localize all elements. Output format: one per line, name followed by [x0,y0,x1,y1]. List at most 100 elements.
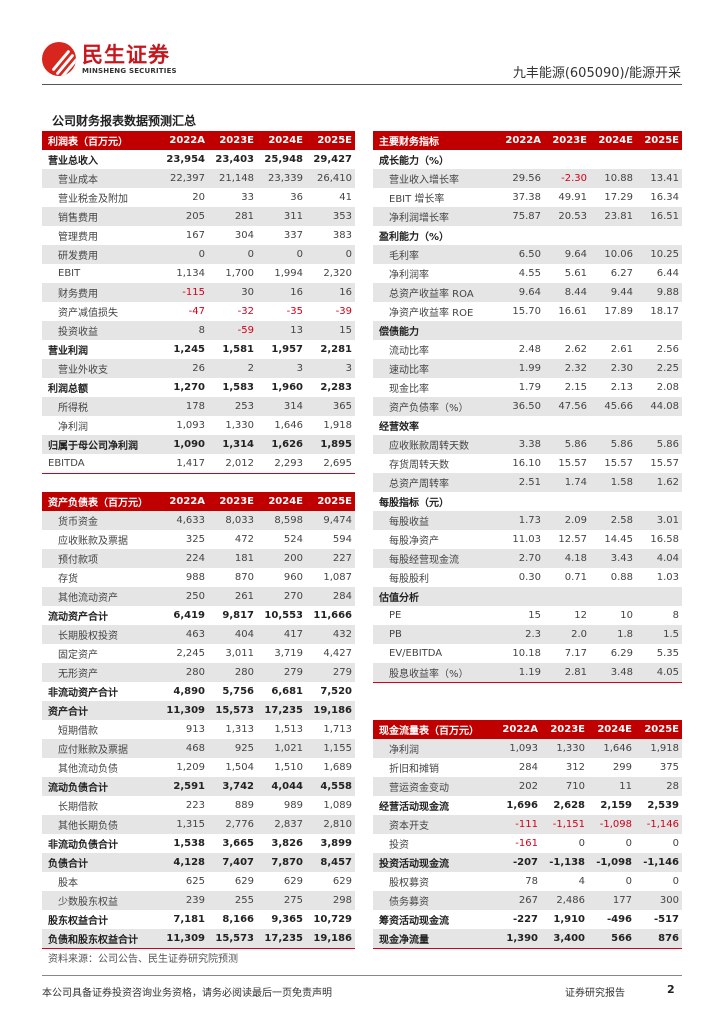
row-label: 每股经营现金流 [373,549,498,568]
row-label: 其他流动资产 [42,587,159,606]
section-row: 盈利能力（%） [373,226,682,245]
cell-value: 16.34 [650,192,679,203]
cell-value: 15 [306,321,355,340]
cell-value: 1,314 [208,435,257,454]
cell-value: 4.18 [544,549,590,568]
cell-value: 16.51 [636,207,682,226]
cell-value: 78 [525,876,538,887]
cell-value: 15.57 [558,458,587,469]
row-label: EBIT 增长率 [389,194,445,205]
table-row: EBITDA 1,417 2,012 2,293 2,695 [42,454,355,474]
cell-value: 298 [306,891,355,910]
logo-emblem-icon [42,42,76,76]
cell-value: 2.3 [498,625,544,644]
cell-value: 337 [283,230,303,241]
cell-value: 1,087 [323,572,352,583]
cell-value: 7,520 [320,686,352,697]
cell-value: 11,309 [159,701,208,720]
cell-value: 2 [208,359,257,378]
row-label: 营业收入增长率 [373,169,498,188]
row-label: 销售费用 [42,207,159,226]
table-row: 筹资活动现金流 -227 1,910 -496 -517 [373,910,682,929]
table-row: 流动比率 2.48 2.62 2.61 2.56 [373,340,682,359]
cell-value: 2.09 [544,511,590,530]
cell-value: 5,756 [222,686,254,697]
cell-value: 1,504 [225,762,254,773]
cell-value: 2.15 [564,382,587,393]
cell-value: 311 [257,207,306,226]
cell-value [636,416,682,435]
row-label: 非流动资产合计 [48,688,118,699]
table-row: 存货 988 870 960 1,087 [42,568,355,587]
cell-value: 2.70 [498,549,544,568]
cell-value: 21,148 [208,169,257,188]
cell-value: 5.61 [564,268,587,279]
cell-value: 1.8 [590,625,636,644]
cell-value: -227 [512,914,538,925]
table-row: 所得税 178 253 314 365 [42,397,355,416]
table-row: PE 15 12 10 8 [373,606,682,625]
cell-value: 36.50 [498,397,544,416]
cell-value: 10,553 [264,610,303,621]
cell-value [590,587,636,606]
cell-value: 20.53 [544,207,590,226]
cell-value: -39 [335,306,352,317]
cell-value: 270 [257,587,306,606]
table-row: 营运资金变动 202 710 11 28 [373,777,682,796]
table-row: 经营活动现金流 1,696 2,628 2,159 2,539 [373,796,682,815]
cell-value: 989 [283,800,303,811]
cell-value: 2,695 [306,454,355,474]
table-row: 长期股权投资 463 404 417 432 [42,625,355,644]
table-row: 利润总额 1,270 1,583 1,960 2,283 [42,378,355,397]
table-row: 归属于母公司净利润 1,090 1,314 1,626 1,895 [42,435,355,454]
table-row: 营业总收入 23,954 23,403 25,948 29,427 [42,150,355,169]
table-row: 营业利润 1,245 1,581 1,957 2,281 [42,340,355,359]
table-title: 主要财务指标 [373,131,498,150]
cell-value [636,321,682,340]
section-title: 公司财务报表数据预测汇总 [52,114,197,128]
cell-value: 312 [565,762,585,773]
section-row: 每股指标（元） [373,492,682,511]
cell-value: 1,330 [225,420,254,431]
cell-value: 23,954 [166,154,205,165]
section-row: 成长能力（%） [373,150,682,169]
cell-value: 1,090 [159,435,208,454]
cell-value: 1,918 [323,420,352,431]
row-label: 无形资产 [42,663,159,682]
cell-value: 0.88 [610,572,633,583]
cell-value: 0 [208,245,257,264]
row-label: 经营活动现金流 [379,802,449,813]
cell-value: 4,633 [159,511,208,530]
cell-value: 4,558 [306,777,355,796]
cell-value: 1.19 [498,663,544,683]
cell-value [590,416,636,435]
table-row: 固定资产 2,245 3,011 3,719 4,427 [42,644,355,663]
row-label: 流动比率 [389,346,429,357]
cell-value: 9.64 [544,245,590,264]
cell-value: -32 [237,306,254,317]
row-label: EBITDA [42,454,159,474]
cell-value: 1,390 [494,929,541,949]
cell-value: 2.0 [544,625,590,644]
table-row: 每股净资产 11.03 12.57 14.45 16.58 [373,530,682,549]
cell-value: 2.56 [656,344,679,355]
row-label: 总资产收益率 ROA [373,283,498,302]
table-row: 总资产周转率 2.51 1.74 1.58 1.62 [373,473,682,492]
cell-value: 2.81 [544,663,590,683]
cell-value: 629 [234,876,254,887]
table-row: 其他流动资产 250 261 270 284 [42,587,355,606]
cell-value: 223 [185,800,205,811]
row-label: 归属于母公司净利润 [42,435,159,454]
cell-value [544,321,590,340]
cell-value: 300 [635,891,682,910]
year-header: 2023E [544,131,590,150]
cell-value: 3,742 [208,777,257,796]
cell-value: -35 [286,306,303,317]
cell-value: 0 [625,876,632,887]
year-header: 2022A [494,720,541,739]
cell-value: 1,918 [635,739,682,758]
cell-value: 16 [306,283,355,302]
table-row: EBIT 1,134 1,700 1,994 2,320 [42,264,355,283]
cell-value: 1,538 [173,838,205,849]
cell-value: 299 [612,762,632,773]
